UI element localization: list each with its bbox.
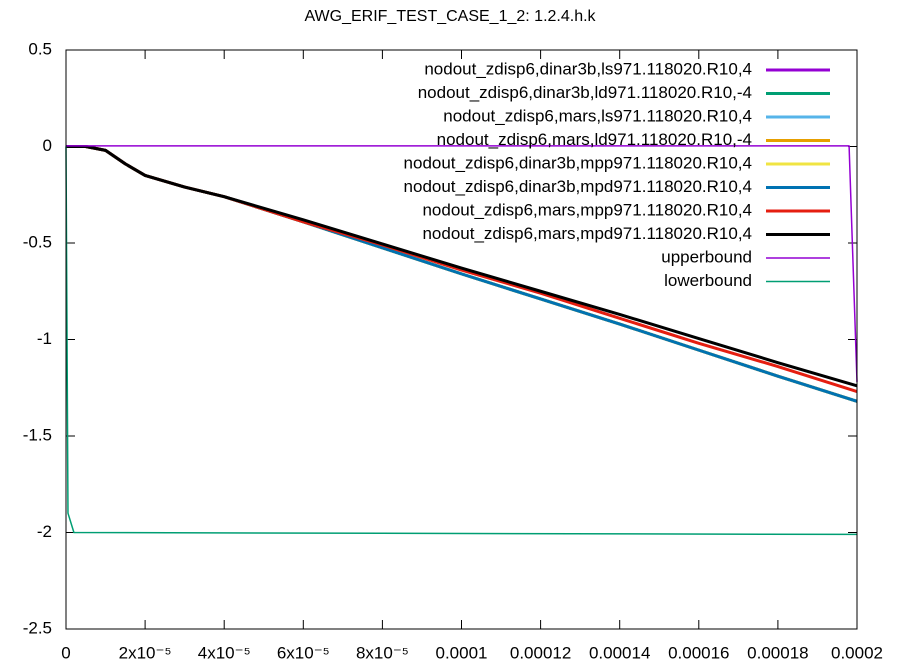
legend-label: nodout_zdisp6,dinar3b,ld971.118020.R10,-… bbox=[418, 83, 752, 102]
series-line bbox=[65, 146, 858, 536]
x-tick-label: 0 bbox=[61, 643, 70, 662]
x-tick-label: 2x10⁻⁵ bbox=[119, 643, 172, 662]
legend-label: nodout_zdisp6,mars,mpd971.118020.R10,4 bbox=[422, 224, 752, 243]
legend-label: lowerbound bbox=[664, 271, 752, 290]
legend-label: nodout_zdisp6,mars,ls971.118020.R10,4 bbox=[443, 106, 752, 125]
x-tick-label: 0.0002 bbox=[831, 643, 883, 662]
legend-label: nodout_zdisp6,mars,mpp971.118020.R10,4 bbox=[422, 200, 752, 219]
x-tick-label: 8x10⁻⁵ bbox=[356, 643, 409, 662]
y-tick-label: 0 bbox=[43, 136, 52, 155]
x-tick-label: 6x10⁻⁵ bbox=[277, 643, 330, 662]
legend-label: nodout_zdisp6,dinar3b,ls971.118020.R10,4 bbox=[424, 59, 752, 78]
legend-label: nodout_zdisp6,dinar3b,mpp971.118020.R10,… bbox=[404, 153, 752, 172]
y-tick-label: -1 bbox=[37, 329, 52, 348]
y-tick-label: -0.5 bbox=[23, 232, 52, 251]
series-line bbox=[66, 145, 858, 388]
x-tick-label: 0.00018 bbox=[747, 643, 808, 662]
x-tick-label: 0.00014 bbox=[589, 643, 650, 662]
legend-label: nodout_zdisp6,dinar3b,mpd971.118020.R10,… bbox=[404, 177, 752, 196]
x-tick-label: 0.0001 bbox=[436, 643, 488, 662]
legend-label: upperbound bbox=[661, 247, 752, 266]
y-tick-label: -2.5 bbox=[23, 618, 52, 637]
chart-title: AWG_ERIF_TEST_CASE_1_2: 1.2.4.h.k bbox=[304, 8, 596, 25]
y-tick-label: -2 bbox=[37, 522, 52, 541]
x-tick-label: 0.00016 bbox=[668, 643, 729, 662]
x-tick-label: 0.00012 bbox=[510, 643, 571, 662]
y-tick-label: 0.5 bbox=[28, 39, 52, 58]
x-tick-label: 4x10⁻⁵ bbox=[198, 643, 251, 662]
y-tick-label: -1.5 bbox=[23, 425, 52, 444]
plot-border bbox=[65, 49, 858, 630]
series-line bbox=[66, 145, 858, 382]
legend-label: nodout_zdisp6,mars,ld971.118020.R10,-4 bbox=[437, 130, 752, 149]
